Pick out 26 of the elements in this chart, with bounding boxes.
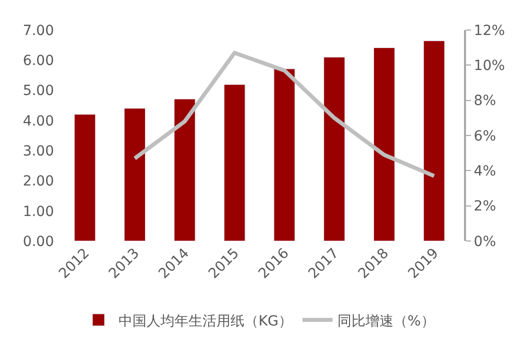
y-tick-label: 6.00 [22,53,54,70]
bar [124,108,146,241]
y-tick-label: 0.00 [22,234,54,250]
y2-tick-label: 6% [474,128,496,144]
y2-tick-label: 0% [474,234,496,250]
bar [174,98,196,241]
bar [74,114,96,241]
y-tick-label: 2.00 [22,174,54,190]
y-tick-label: 3.00 [22,143,54,160]
y2-tick-label: 12% [474,22,505,39]
y-tick-label: 5.00 [22,83,54,100]
bar [324,56,346,241]
legend-label: 同比增速（%） [338,313,435,330]
y-tick-label: 1.00 [22,204,54,220]
y2-tick-label: 10% [474,58,505,74]
y-tick-label: 4.00 [22,113,54,130]
bar [373,48,395,241]
legend-label: 中国人均年生活用纸（KG） [118,313,293,330]
bar [224,84,246,241]
y2-tick-label: 8% [474,93,496,110]
bar [423,40,445,241]
y2-tick-label: 2% [474,198,496,215]
bar [274,68,296,241]
y2-tick-label: 4% [474,164,496,180]
y-tick-label: 7.00 [22,22,54,39]
line-series [132,50,436,178]
